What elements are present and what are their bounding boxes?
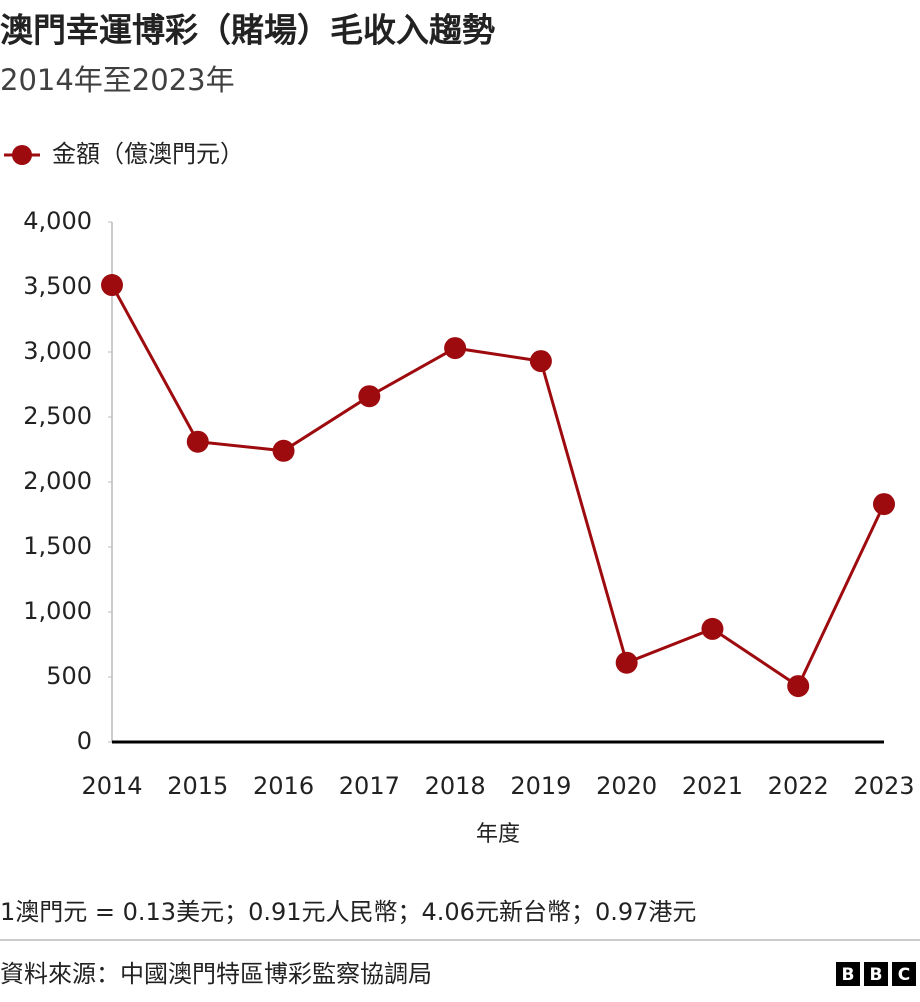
logo-letter: C bbox=[898, 965, 910, 985]
bbc-logo: B B C bbox=[836, 962, 916, 986]
logo-block bbox=[892, 962, 916, 986]
point bbox=[444, 337, 467, 360]
x-tick-label: 2022 bbox=[768, 772, 829, 800]
x-tick-label: 2015 bbox=[167, 772, 228, 800]
logo-letter: B bbox=[842, 965, 855, 985]
point bbox=[787, 675, 810, 698]
point bbox=[358, 385, 381, 408]
line bbox=[110, 284, 886, 689]
logo-block bbox=[836, 962, 860, 986]
y-tick-label: 2,500 bbox=[23, 402, 92, 430]
x-tick-label: 2016 bbox=[253, 772, 314, 800]
point bbox=[101, 274, 123, 297]
point bbox=[186, 430, 209, 453]
point bbox=[615, 651, 638, 674]
legend-marker bbox=[12, 145, 32, 165]
x-tick-label: 2019 bbox=[510, 772, 571, 800]
x-tick-label: 2020 bbox=[596, 772, 657, 800]
y-tick-label: 4,000 bbox=[23, 207, 92, 235]
y-tick-label: 0 bbox=[77, 727, 92, 755]
note: 1澳門元 = 0.13美元；0.91元人民幣；4.06元新台幣；0.97港元 bbox=[0, 898, 696, 926]
y-tick-label: 2,000 bbox=[23, 467, 92, 495]
x-axis-label: 年度 bbox=[476, 822, 520, 847]
point bbox=[873, 493, 895, 516]
x-tick-label: 2014 bbox=[81, 772, 142, 800]
y-tick-label: 500 bbox=[46, 662, 92, 690]
logo-block bbox=[864, 962, 888, 986]
chart-title: 澳門幸運博彩（賭場）毛收入趨勢 bbox=[0, 11, 495, 50]
legend-label: 金額（億澳門元） bbox=[52, 140, 244, 168]
y-tick-label: 1,000 bbox=[23, 597, 92, 625]
x-tick-label: 2021 bbox=[682, 772, 743, 800]
point bbox=[529, 350, 552, 373]
y-tick-label: 3,500 bbox=[23, 272, 92, 300]
point bbox=[272, 439, 295, 462]
y-tick-label: 3,000 bbox=[23, 337, 92, 365]
source: 資料來源：中國澳門特區博彩監察協調局 bbox=[0, 960, 432, 988]
x-tick-label: 2018 bbox=[425, 772, 486, 800]
chart-subtitle: 2014年至2023年 bbox=[0, 63, 235, 97]
logo-letter: B bbox=[870, 965, 883, 985]
point bbox=[701, 617, 724, 640]
x-tick-label: 2017 bbox=[339, 772, 400, 800]
y-tick-label: 1,500 bbox=[23, 532, 92, 560]
x-tick-label: 2023 bbox=[853, 772, 914, 800]
